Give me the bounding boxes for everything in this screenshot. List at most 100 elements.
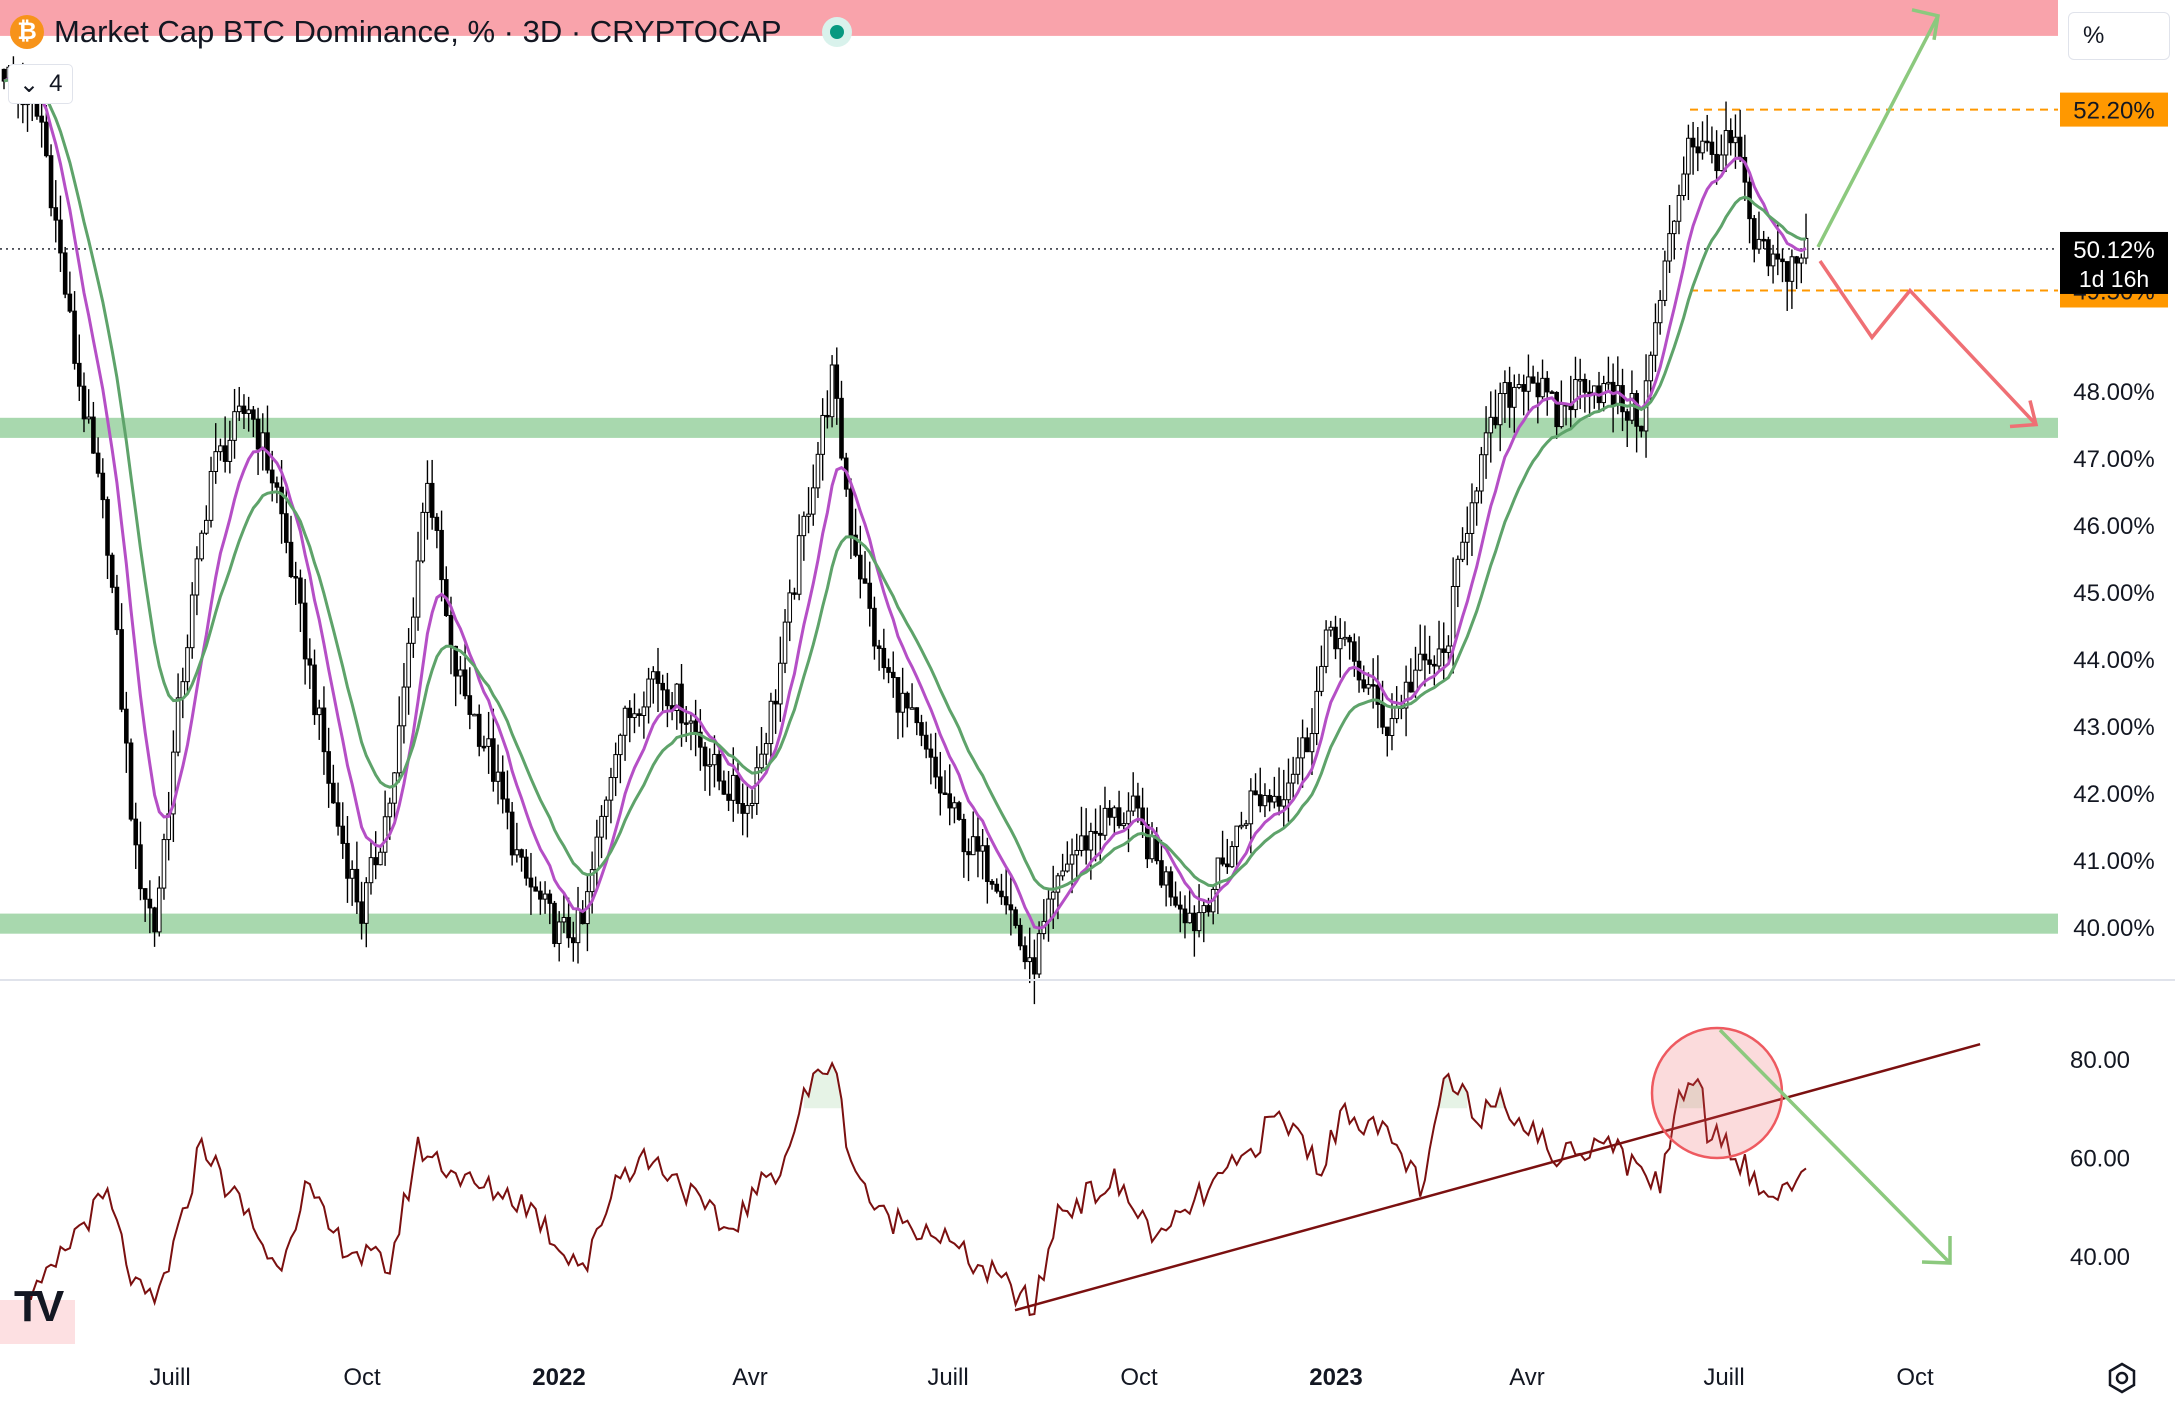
candle-body: [552, 902, 557, 944]
candle-body: [1130, 795, 1136, 812]
rsi-overbought-fill: [1678, 1079, 1703, 1109]
candle-body: [1493, 416, 1498, 426]
candle-body: [274, 482, 280, 488]
candle-body: [1272, 795, 1277, 803]
candle-body: [749, 802, 755, 807]
candle-body: [1422, 653, 1428, 661]
candle-body: [650, 671, 656, 680]
candle-body: [1432, 663, 1437, 667]
time-tick-label: Juill: [1703, 1364, 1744, 1391]
candle-body: [895, 677, 901, 713]
candle-body: [1017, 924, 1023, 947]
candle-body: [1384, 726, 1390, 737]
candle-body: [1262, 794, 1268, 807]
candle-body: [453, 645, 458, 677]
candle-body: [100, 472, 106, 501]
candle-body: [1634, 392, 1639, 427]
candle-body: [448, 614, 454, 647]
candle-body: [1234, 825, 1240, 848]
candle-body: [1069, 854, 1075, 865]
candle-body: [1544, 377, 1550, 393]
candle-body: [1276, 795, 1282, 807]
price-tick-label: 44.00%: [2073, 647, 2154, 674]
candle-body: [1474, 490, 1479, 504]
candle-body: [406, 642, 411, 688]
percent-scale-button[interactable]: %: [2068, 12, 2170, 60]
candle-body: [1446, 645, 1451, 653]
candle-body: [773, 700, 778, 705]
candle-body: [636, 713, 642, 717]
price-tick-label: 41.00%: [2073, 848, 2154, 875]
candle-body: [1639, 425, 1644, 432]
candle-body: [208, 470, 214, 521]
candle-body: [1653, 322, 1658, 356]
candle-body: [500, 771, 506, 800]
candle-body: [712, 753, 717, 766]
candle-body: [53, 207, 59, 221]
candle-body: [622, 707, 628, 736]
candle-body: [1140, 807, 1145, 826]
candle-body: [862, 578, 868, 584]
candle-body: [660, 682, 666, 691]
time-tick-label: Avr: [732, 1364, 768, 1391]
candle-body: [1032, 957, 1037, 975]
candle-body: [1022, 945, 1028, 963]
candle-body: [745, 805, 750, 814]
candle-body: [312, 664, 317, 716]
candle-body: [792, 592, 797, 595]
candle-body: [1737, 136, 1743, 158]
candle-body: [707, 764, 713, 767]
candle-body: [1229, 846, 1235, 868]
candle-body: [655, 671, 661, 684]
candle-body: [1046, 898, 1051, 922]
candle-body: [147, 898, 153, 909]
settings-gear-icon[interactable]: [2104, 1360, 2140, 1396]
indicators-toggle-button[interactable]: ⌄ 4: [8, 64, 74, 104]
candle-body: [1483, 432, 1489, 456]
candle-body: [561, 917, 567, 923]
candle-body: [1206, 905, 1211, 913]
candle-body: [1709, 141, 1715, 155]
candle-body: [1243, 823, 1249, 826]
candle-body: [994, 883, 1000, 892]
candle-body: [519, 849, 524, 858]
candle-body: [373, 857, 378, 866]
rsi-tick-label: 60.00: [2070, 1146, 2130, 1173]
candle-body: [905, 692, 910, 709]
candle-body: [547, 893, 553, 904]
rsi-pane: 80.00 60.00 40.00: [0, 1026, 2130, 1344]
candle-body: [1168, 871, 1174, 898]
candle-body: [787, 592, 793, 623]
candle-body: [599, 815, 604, 838]
candle-body: [1784, 261, 1790, 282]
candle-body: [1497, 393, 1503, 426]
candle-body: [1309, 733, 1315, 753]
candle-body: [1083, 835, 1089, 851]
rsi-line: [3, 1060, 1807, 1334]
candle-body: [1300, 737, 1305, 759]
candle-body: [284, 513, 289, 543]
candle-body: [858, 554, 863, 580]
candle-body: [156, 887, 162, 933]
time-tick-label: 2022: [532, 1364, 585, 1391]
candle-body: [1055, 875, 1061, 893]
drawn-annotations: [1816, 8, 2039, 429]
candle-body: [86, 416, 91, 420]
candle-body: [820, 414, 825, 455]
candle-body: [1789, 256, 1795, 282]
candle-body: [735, 774, 741, 804]
candle-body: [1257, 794, 1263, 807]
candle-body: [119, 629, 124, 710]
candle-body: [1173, 896, 1178, 906]
tradingview-logo-icon[interactable]: TV: [14, 1282, 64, 1331]
candle-body: [886, 667, 891, 673]
market-status-icon[interactable]: [821, 17, 852, 47]
candle-body: [241, 405, 247, 414]
candle-body: [970, 836, 976, 856]
candle-body: [1780, 258, 1785, 263]
candle-body: [114, 586, 120, 631]
price-tick-label: 40.00%: [2073, 915, 2154, 942]
candle-body: [1319, 665, 1324, 692]
candle-body: [768, 700, 774, 745]
